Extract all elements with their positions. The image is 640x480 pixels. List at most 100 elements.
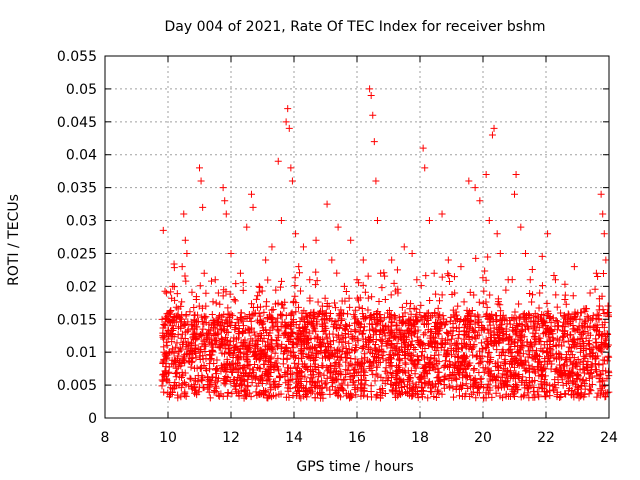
data-point — [592, 314, 600, 322]
data-point — [467, 376, 475, 384]
data-point — [444, 270, 452, 278]
data-point — [470, 342, 478, 350]
data-point — [520, 341, 528, 349]
data-point — [545, 333, 553, 341]
data-point — [214, 329, 222, 337]
data-point — [264, 338, 272, 346]
data-point — [234, 345, 242, 353]
data-point — [227, 249, 235, 257]
data-point — [603, 309, 611, 317]
data-point — [388, 355, 396, 363]
data-point — [220, 379, 228, 387]
data-point — [372, 370, 380, 378]
data-point — [170, 384, 178, 392]
data-point — [446, 383, 454, 391]
data-point — [253, 382, 261, 390]
data-point — [468, 307, 476, 315]
data-point — [445, 272, 453, 280]
data-point — [265, 375, 273, 383]
data-point — [298, 314, 306, 322]
data-point — [566, 316, 574, 324]
data-point — [436, 318, 444, 326]
data-point — [252, 372, 260, 380]
data-point — [529, 329, 537, 337]
data-point — [272, 340, 280, 348]
data-point — [366, 326, 374, 334]
data-point — [412, 305, 420, 313]
data-point — [453, 311, 461, 319]
data-point — [162, 352, 170, 360]
data-point — [299, 337, 307, 345]
data-point — [332, 304, 340, 312]
data-point — [166, 307, 174, 315]
data-point — [376, 317, 384, 325]
data-point — [431, 383, 439, 391]
data-point — [492, 389, 500, 397]
data-point — [476, 375, 484, 383]
data-point — [185, 357, 193, 365]
data-point — [201, 314, 209, 322]
data-point — [178, 298, 186, 306]
data-point — [482, 311, 490, 319]
data-point — [390, 343, 398, 351]
data-point — [494, 384, 502, 392]
data-point — [211, 325, 219, 333]
data-point — [337, 368, 345, 376]
data-point — [215, 391, 223, 399]
data-point — [172, 303, 180, 311]
data-point — [357, 365, 365, 373]
data-point — [284, 347, 292, 355]
data-point — [344, 330, 352, 338]
data-point — [493, 346, 501, 354]
data-point — [430, 269, 438, 277]
data-point — [318, 302, 326, 310]
data-point — [319, 394, 327, 402]
data-point — [463, 313, 471, 321]
y-tick-label: 0.005 — [57, 378, 97, 394]
data-point — [292, 299, 300, 307]
data-point — [352, 327, 360, 335]
data-point — [396, 390, 404, 398]
data-point — [202, 342, 210, 350]
data-point — [307, 362, 315, 370]
data-point — [495, 351, 503, 359]
data-point — [455, 324, 463, 332]
data-point — [480, 384, 488, 392]
data-point — [292, 392, 300, 400]
x-axis-label: GPS time / hours — [296, 459, 413, 475]
data-point — [158, 382, 166, 390]
data-point — [342, 371, 350, 378]
data-point — [591, 285, 599, 293]
data-point — [564, 310, 572, 318]
data-point — [184, 327, 192, 335]
y-tick-label: 0.04 — [66, 148, 97, 164]
data-point — [218, 339, 226, 347]
data-point — [536, 289, 544, 297]
data-point — [408, 249, 416, 257]
data-point — [514, 335, 522, 343]
data-point — [179, 380, 187, 388]
data-point — [522, 249, 530, 257]
data-point — [522, 379, 530, 387]
data-point — [268, 318, 276, 326]
data-point — [361, 368, 369, 376]
data-point — [251, 331, 259, 339]
data-point — [215, 343, 223, 351]
data-point — [362, 377, 370, 385]
data-point — [593, 321, 601, 329]
data-point — [225, 360, 233, 368]
data-point — [360, 386, 368, 394]
data-point — [207, 277, 215, 285]
data-point — [163, 341, 171, 349]
data-point — [543, 299, 551, 307]
data-point — [255, 356, 263, 364]
data-point — [403, 299, 411, 307]
data-point — [376, 331, 384, 339]
data-point — [497, 361, 505, 369]
data-point — [322, 379, 330, 387]
data-point — [485, 359, 493, 367]
data-point — [403, 388, 411, 396]
data-point — [518, 331, 526, 339]
data-point — [562, 300, 570, 308]
data-point — [307, 371, 315, 379]
